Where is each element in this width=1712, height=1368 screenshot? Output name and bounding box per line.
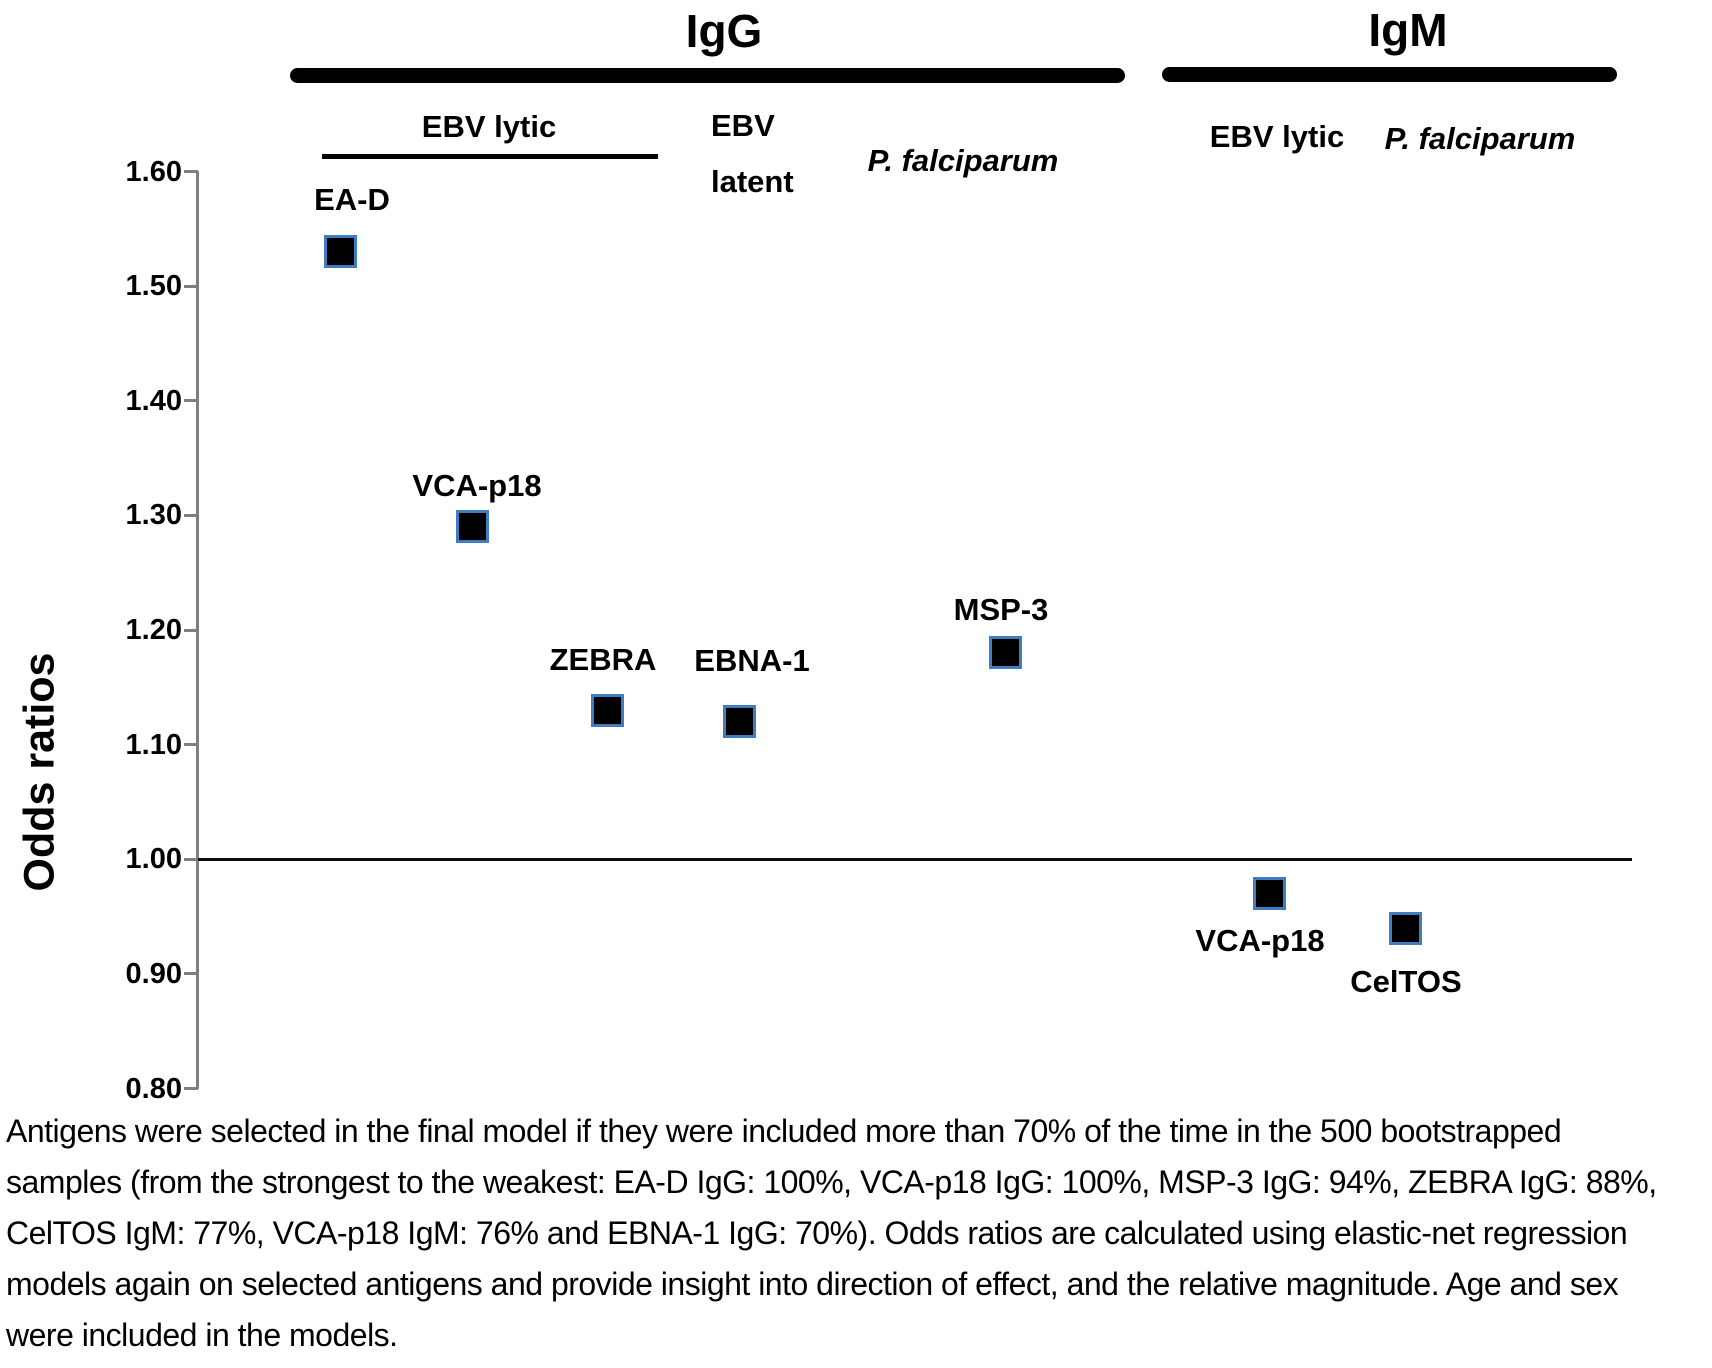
caption-line: CelTOS IgM: 77%, VCA-p18 IgM: 76% and EB…: [6, 1215, 1628, 1251]
data-point-label: CelTOS: [1350, 964, 1462, 999]
data-point-label: EBNA-1: [694, 643, 810, 678]
data-point-marker-vca-p18-igm: [1253, 877, 1286, 910]
y-tick-label: 1.00: [125, 843, 182, 876]
y-tick-label: 1.50: [125, 270, 182, 303]
igm-group-ebv-lytic-label: EBV lytic: [1209, 119, 1345, 154]
y-tick: [184, 284, 198, 288]
data-point-marker-vca-p18-igg: [456, 510, 489, 543]
data-point-label: EA-D: [314, 182, 390, 217]
y-tick: [184, 743, 198, 747]
y-tick-label: 0.90: [125, 957, 182, 990]
igg-group-ebv-lytic-label: EBV lytic: [421, 109, 557, 144]
igg-group-p-falciparum-label: P. falciparum: [867, 143, 1059, 178]
caption-line: were included in the models.: [6, 1317, 398, 1353]
igg-series-title: IgG: [685, 5, 763, 57]
data-point-marker-ea-d-igg: [324, 235, 357, 268]
y-tick-label: 1.30: [125, 499, 182, 532]
igm-group-p-falciparum-label: P. falciparum: [1384, 121, 1576, 156]
y-tick-label: 1.20: [125, 614, 182, 646]
caption-line: models again on selected antigens and pr…: [6, 1266, 1619, 1302]
ebv-lytic-underline: [322, 154, 658, 159]
igg-group-ebv-latent-label: EBV latent: [711, 108, 794, 199]
y-tick: [184, 399, 198, 403]
data-point-label: VCA-p18: [1195, 923, 1325, 958]
figure-caption: Antigens were selected in the final mode…: [6, 1106, 1712, 1361]
reference-line-1.00: [198, 858, 1632, 861]
data-point-label: VCA-p18: [412, 468, 542, 503]
data-point-label: ZEBRA: [549, 642, 657, 677]
igg-series-bar: [290, 68, 1125, 83]
y-tick: [184, 1087, 198, 1090]
data-point-marker-zebra-igg: [591, 694, 624, 727]
y-tick-label: 1.60: [125, 155, 182, 188]
y-tick: [184, 513, 198, 517]
caption-line: samples (from the strongest to the weake…: [6, 1164, 1657, 1200]
y-tick-label: 0.80: [125, 1072, 182, 1105]
y-tick: [184, 170, 198, 173]
data-point-marker-ebna-1-igg: [723, 705, 756, 738]
caption-line: Antigens were selected in the final mode…: [6, 1113, 1562, 1149]
y-tick: [184, 628, 198, 632]
data-point-label: MSP-3: [953, 592, 1049, 627]
y-tick: [184, 857, 198, 861]
igm-series-bar: [1162, 67, 1617, 82]
y-tick: [184, 972, 198, 976]
igm-series-title: IgM: [1368, 4, 1448, 56]
y-tick-label: 1.40: [125, 384, 182, 417]
y-tick-label: 1.10: [125, 728, 182, 761]
data-point-marker-celtos-igm: [1389, 912, 1422, 945]
data-point-marker-msp-3-igg: [989, 636, 1022, 669]
